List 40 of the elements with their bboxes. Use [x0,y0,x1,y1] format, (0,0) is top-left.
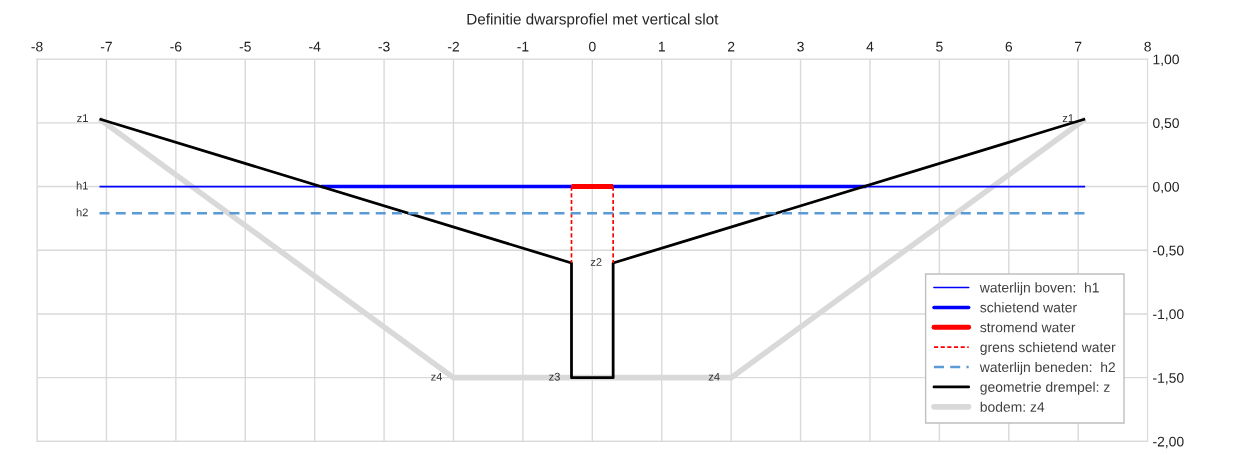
legend-label: waterlijn boven: h1 [979,282,1099,296]
x-tick-label: -4 [309,41,321,52]
annotation: h1 [76,181,88,190]
x-tick-label: 2 [727,41,735,52]
legend-label: geometrie drempel: z [980,381,1110,395]
annotation: z4 [431,372,443,381]
legend-label: schietend water [980,302,1077,313]
x-tick-label: -8 [31,41,43,52]
x-tick-label: -6 [170,41,182,52]
annotation: z1 [77,114,88,122]
y-tick-label: -0,50 [1153,245,1184,258]
y-tick-label: 0,50 [1153,118,1179,130]
x-tick-label: 3 [797,41,804,52]
legend-label: grens schietend water [980,341,1116,355]
y-tick-label: 1,00 [1153,54,1179,66]
x-tick-label: 8 [1144,41,1151,52]
annotation: z4 [708,372,720,381]
annotation: h2 [76,208,88,217]
x-tick-label: -2 [447,41,459,52]
annotation: z2 [590,258,602,266]
y-tick-label: 0,00 [1153,181,1179,194]
x-tick-label: -3 [378,41,390,52]
x-tick-label: 0 [589,41,596,52]
x-tick-label: 5 [936,41,943,52]
annotation: z1 [1062,114,1074,122]
x-tick-label: 4 [866,41,874,52]
chart-title: Definitie dwarsprofiel met vertical slot [467,13,719,28]
x-tick-label: -7 [100,41,112,52]
annotation: z3 [549,372,560,381]
x-tick-label: 1 [658,41,665,52]
legend-label: stromend water [980,322,1076,333]
legend-label: bodem: z4 [980,401,1045,412]
x-tick-label: -1 [517,41,529,52]
y-tick-label: -1,00 [1153,309,1184,321]
y-tick-label: -2,00 [1153,436,1184,449]
x-tick-label: 6 [1005,41,1013,52]
x-tick-label: 7 [1075,41,1082,52]
x-tick-label: -5 [239,41,251,52]
legend-label: waterlijn beneden: h2 [979,361,1115,375]
y-tick-label: -1,50 [1153,372,1184,385]
